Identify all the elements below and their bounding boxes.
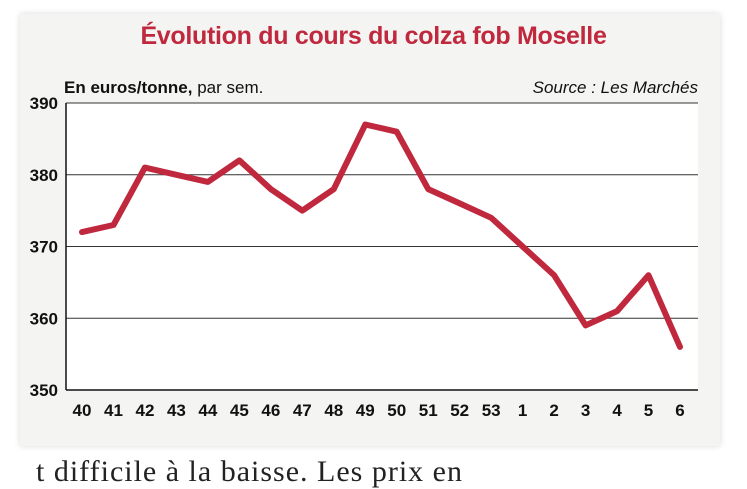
x-tick-label: 45 [230,401,249,420]
x-tick-label: 42 [135,401,154,420]
x-tick-label: 48 [324,401,343,420]
y-tick-label: 380 [30,166,58,185]
x-tick-label: 53 [482,401,501,420]
x-tick-label: 46 [261,401,280,420]
x-tick-label: 50 [387,401,406,420]
x-tick-label: 3 [581,401,590,420]
x-tick-label: 1 [518,401,527,420]
x-tick-label: 5 [644,401,653,420]
y-tick-label: 390 [30,94,58,113]
y-axis-ticks: 390 380 370 360 350 [30,94,58,400]
y-tick-label: 360 [30,309,58,328]
x-tick-label: 43 [167,401,186,420]
gridlines [66,103,698,390]
x-tick-label: 52 [450,401,469,420]
y-tick-label: 370 [30,238,58,257]
x-tick-label: 49 [356,401,375,420]
x-tick-label: 47 [293,401,312,420]
x-tick-label: 2 [549,401,558,420]
x-tick-label: 41 [104,401,123,420]
x-tick-label: 44 [198,401,217,420]
x-tick-label: 4 [612,401,622,420]
y-tick-label: 350 [30,381,58,400]
x-tick-label: 6 [675,401,684,420]
x-tick-label: 51 [419,401,438,420]
x-tick-label: 40 [73,401,92,420]
